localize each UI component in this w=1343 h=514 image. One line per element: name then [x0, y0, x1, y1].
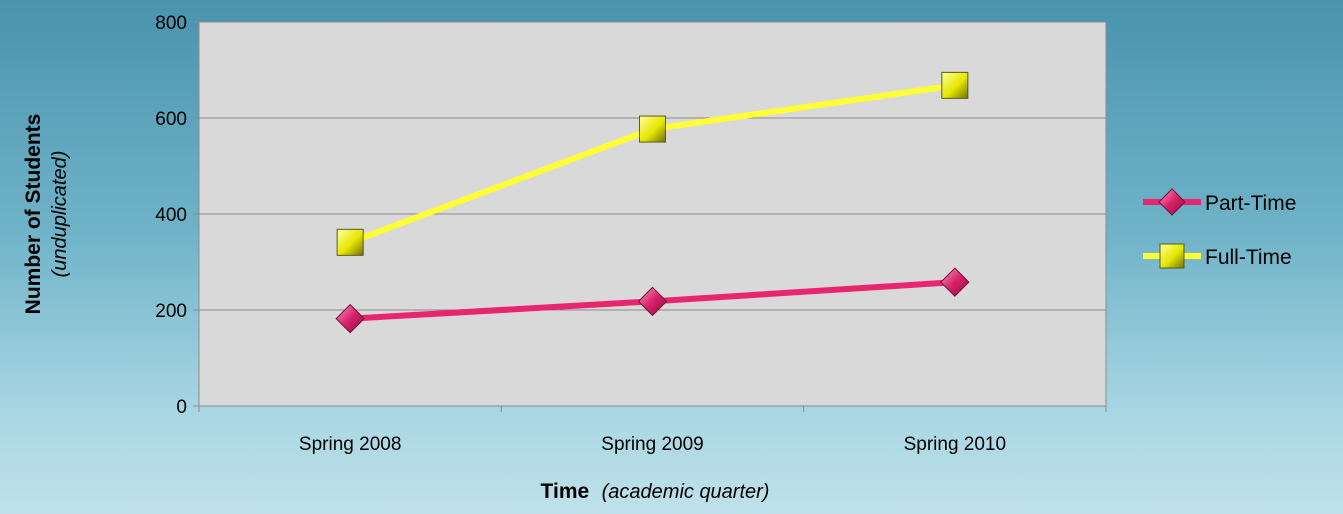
legend-marker-full-time — [1159, 243, 1185, 269]
legend: Part-Time Full-Time — [1143, 188, 1296, 269]
x-axis-title: Time (academic quarter) — [541, 480, 770, 503]
y-tick-label: 800 — [155, 13, 187, 34]
x-tick-label: Spring 2008 — [299, 434, 401, 455]
data-point-part-time — [940, 267, 970, 297]
data-point-full-time — [639, 115, 666, 143]
data-point-part-time — [637, 286, 668, 317]
y-axis-title-bold: Number of Students — [22, 114, 45, 315]
y-tick-label: 200 — [155, 301, 187, 322]
x-tick-label: Spring 2009 — [601, 434, 703, 455]
plot-area — [198, 21, 1107, 407]
legend-label-full-time: Full-Time — [1205, 246, 1292, 269]
series-layer — [335, 71, 970, 334]
x-tick-label: Spring 2010 — [904, 434, 1006, 455]
y-axis-title: Number of Students (unduplicated) — [22, 114, 71, 315]
legend-label-part-time: Part-Time — [1205, 192, 1296, 215]
x-axis-title-italic: (academic quarter) — [602, 481, 770, 503]
data-point-part-time — [335, 303, 365, 334]
x-axis-title-bold: Time — [541, 480, 590, 503]
y-axis-title-italic: (unduplicated) — [49, 151, 71, 278]
data-point-full-time — [336, 228, 364, 256]
legend-marker-part-time — [1158, 188, 1186, 216]
y-tick-label: 400 — [155, 205, 187, 226]
y-tick-label: 600 — [155, 109, 187, 130]
y-tick-label: 0 — [176, 397, 187, 418]
data-point-full-time — [941, 71, 969, 99]
axes: 0 200 400 600 800 Spring 2008 Spring 2009 Sprin… — [155, 13, 1107, 455]
